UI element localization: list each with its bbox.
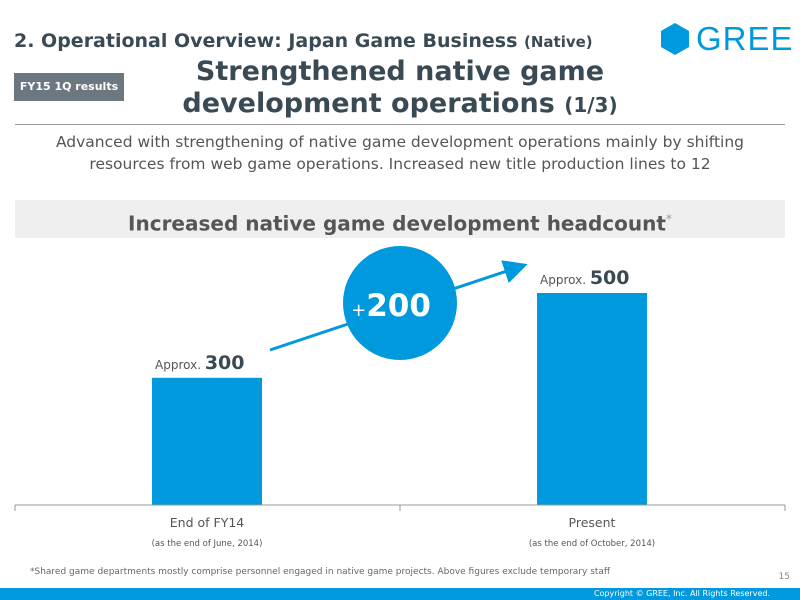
bar-label-value: 500	[590, 267, 630, 289]
logo-text: GREE	[696, 20, 794, 57]
section-subtitle: (Native)	[524, 33, 593, 51]
page-title-text: Strengthened native game development ope…	[182, 56, 605, 119]
category-sublabel-1: (as the end of October, 2014)	[529, 539, 655, 549]
page-number: 15	[778, 572, 790, 582]
category-sublabel-0: (as the end of June, 2014)	[152, 539, 263, 549]
footnote: *Shared game departments mostly comprise…	[30, 567, 611, 577]
change-label: +200	[351, 288, 431, 324]
bar-label-1: Approx. 500	[540, 267, 630, 289]
change-sign: +	[351, 300, 366, 321]
footer-bar: Copyright © GREE, Inc. All Rights Reserv…	[0, 588, 800, 600]
title-divider	[15, 124, 785, 125]
copyright: Copyright © GREE, Inc. All Rights Reserv…	[593, 589, 770, 598]
chart-banner: Increased native game development headco…	[15, 200, 785, 238]
bar-label-prefix: Approx.	[540, 273, 590, 287]
summary-text: Advanced with strengthening of native ga…	[55, 133, 745, 173]
change-circle	[343, 246, 457, 360]
change-value: 200	[366, 288, 431, 324]
hexagon-logo-icon	[661, 23, 689, 55]
bar-label-value: 300	[205, 352, 245, 374]
category-label-1: Present	[569, 515, 616, 530]
bar-label-prefix: Approx.	[155, 358, 205, 372]
bar-label-0: Approx. 300	[155, 352, 245, 374]
results-badge: FY15 1Q results	[14, 73, 124, 101]
section-title: 2. Operational Overview: Japan Game Busi…	[14, 30, 593, 52]
chart-banner-text: Increased native game development headco…	[128, 211, 666, 236]
section-title-text: 2. Operational Overview: Japan Game Busi…	[14, 30, 518, 52]
category-label-0: End of FY14	[170, 515, 245, 530]
gree-logo: GREE	[660, 20, 794, 58]
bar-0	[152, 377, 262, 505]
bar-1	[537, 293, 647, 505]
page-title-part: (1/3)	[564, 93, 618, 117]
page-title: Strengthened native game development ope…	[170, 56, 630, 121]
chart-banner-mark: *	[665, 212, 672, 226]
